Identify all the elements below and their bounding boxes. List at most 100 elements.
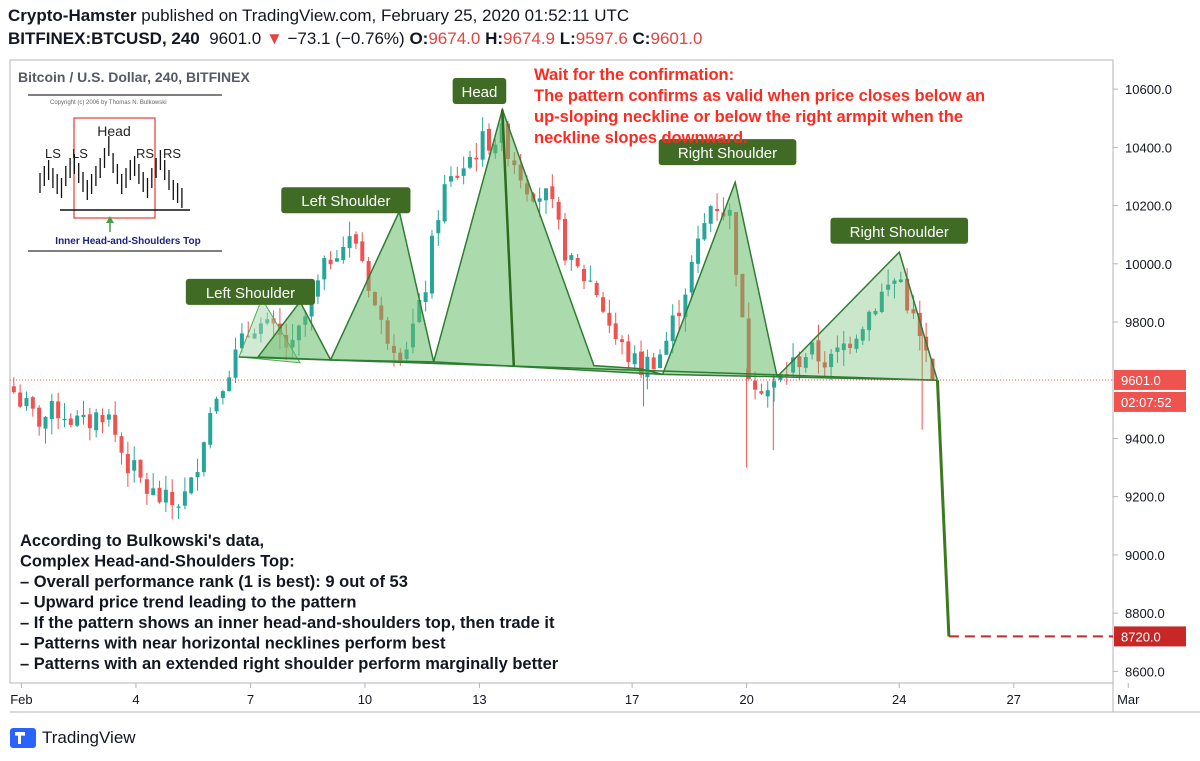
candle-body (157, 487, 162, 503)
candle-body (189, 477, 194, 494)
bulkowski-note-line: Complex Head-and-Shoulders Top: (20, 553, 295, 571)
x-tick-label: Feb (10, 692, 32, 707)
candle-body (360, 241, 365, 261)
y-tick-label: 9800.0 (1125, 315, 1165, 330)
inset-shoulder-label: LS (72, 146, 88, 161)
candle-body (125, 454, 130, 474)
candle-body (702, 223, 707, 240)
target-price-label: 8720.0 (1121, 629, 1161, 644)
y-tick-label: 10400.0 (1125, 140, 1172, 155)
candle-body (442, 184, 447, 222)
candle-body (911, 309, 916, 314)
footer: TradingView (10, 728, 136, 748)
footer-brand: TradingView (42, 728, 136, 747)
candle-body (87, 414, 92, 429)
candle-body (829, 353, 834, 368)
candle-body (474, 157, 479, 160)
candle-body (334, 258, 339, 262)
candle-body (658, 354, 663, 368)
candle-body (917, 312, 922, 337)
candle-body (119, 436, 124, 453)
candle-body (322, 257, 327, 280)
confirmation-note-line: neckline slopes downward. (534, 129, 748, 147)
candle-body (569, 255, 574, 260)
pattern-shape (329, 209, 435, 363)
x-tick-label: 4 (132, 692, 139, 707)
last-price: 9601.0 (209, 29, 262, 48)
candle-body (620, 339, 625, 343)
candle-body (873, 310, 878, 315)
candle-body (645, 356, 650, 378)
pattern-label: Right Shoulder (678, 145, 777, 162)
candle-body (480, 131, 485, 160)
y-tick-label: 8600.0 (1125, 664, 1165, 679)
candle-body (607, 312, 612, 326)
candle-body (68, 418, 73, 425)
pattern-label: Right Shoulder (850, 224, 949, 241)
candle-body (854, 338, 859, 349)
candle-body (563, 218, 568, 261)
candle-body (696, 238, 701, 264)
candle-body (328, 259, 333, 265)
pattern-label: Left Shoulder (206, 285, 295, 302)
low-label: L: (559, 29, 576, 48)
candle-body (765, 390, 770, 397)
open-label: O: (409, 29, 429, 48)
close-value: 9601.0 (650, 29, 703, 48)
author-name[interactable]: Crypto-Hamster (8, 6, 137, 25)
publish-line: Crypto-Hamster published on TradingView.… (8, 6, 629, 26)
candle-body (683, 294, 688, 318)
candle-body (601, 297, 606, 312)
inset-arrow-head (106, 216, 114, 223)
candle-body (132, 460, 137, 471)
candle-body (879, 291, 884, 312)
candle-body (106, 414, 111, 420)
candle-body (309, 294, 314, 317)
candle-body (423, 292, 428, 303)
candle-body (905, 278, 910, 311)
candle-body (436, 220, 441, 234)
high-label: H: (485, 29, 504, 48)
candle-body (651, 357, 656, 370)
confirmation-note-line: up-sloping neckline or below the right a… (534, 108, 963, 126)
y-tick-label: 10200.0 (1125, 199, 1172, 214)
candle-body (816, 340, 821, 362)
candle-body (639, 351, 644, 375)
bulkowski-note-line: According to Bulkowski's data, (20, 532, 264, 550)
inset-shoulder-label: RS (163, 146, 181, 161)
target-price-label-bg (1114, 626, 1186, 647)
candle-body (201, 442, 206, 473)
candle-body (715, 208, 720, 211)
candle-body (708, 206, 713, 224)
x-tick-label: 27 (1007, 692, 1021, 707)
current-price-label-bg (1114, 369, 1186, 390)
candle-body (11, 386, 16, 393)
candle-body (448, 176, 453, 182)
candle-body (860, 329, 865, 341)
bulkowski-note-line: – Overall performance rank (1 is best): … (20, 573, 408, 591)
candle-body (537, 198, 542, 202)
change-arrow: ▼ (265, 29, 283, 48)
pattern-label: Head (462, 84, 498, 101)
symbol-label: BITFINEX:BTCUSD, 240 (8, 29, 200, 48)
candle-body (49, 400, 54, 420)
candle-body (75, 415, 80, 426)
neckline (238, 356, 938, 381)
candle-body (195, 472, 200, 478)
candle-body (81, 414, 86, 418)
pattern-label-bg (452, 78, 507, 105)
candle-body (347, 236, 352, 249)
candle-body (151, 488, 156, 496)
candle-body (163, 489, 168, 503)
x-tick-label: 24 (892, 692, 906, 707)
candle-body (810, 342, 815, 355)
candle-body (429, 235, 434, 294)
close-label: C: (632, 29, 651, 48)
pattern-label-bg (185, 278, 316, 305)
candle-body (100, 415, 105, 423)
candle-body (575, 258, 580, 267)
x-tick-label: 10 (358, 692, 372, 707)
inset-shoulder-label: RS (136, 146, 154, 161)
x-tick-label: 17 (625, 692, 639, 707)
